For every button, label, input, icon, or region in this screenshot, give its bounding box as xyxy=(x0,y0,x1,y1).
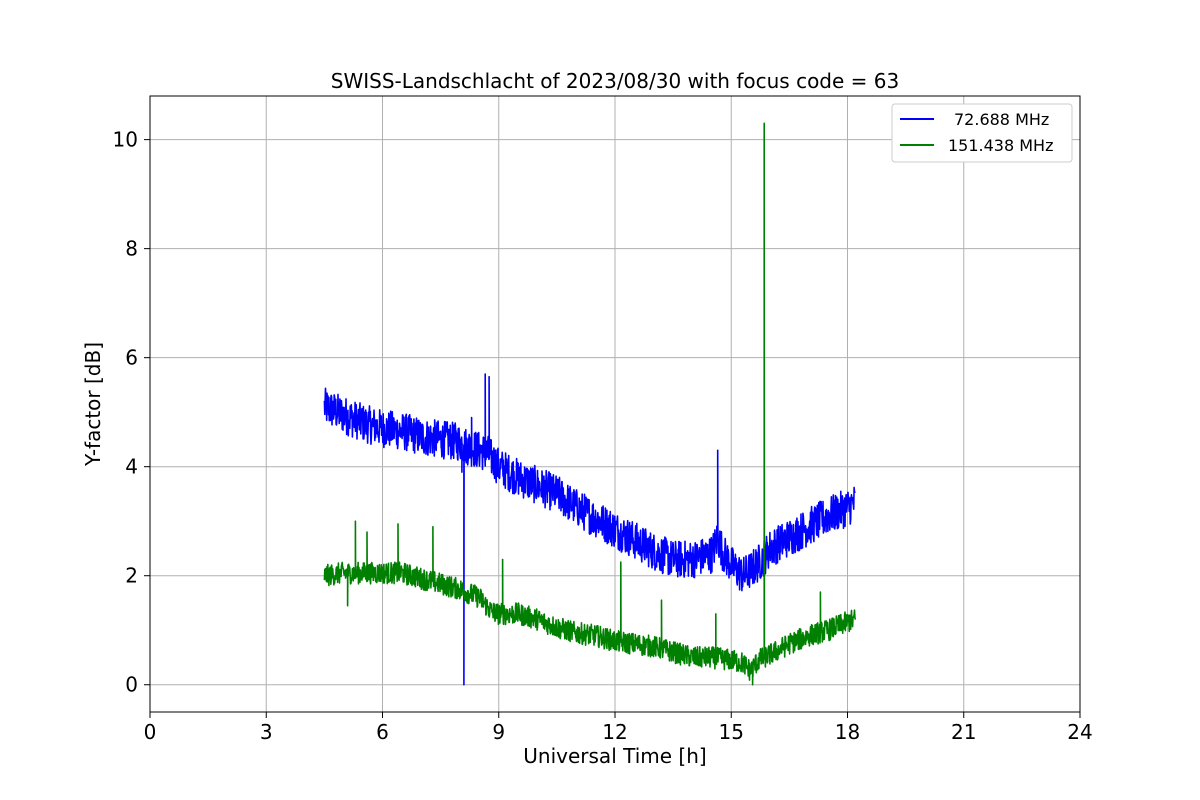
x-tick-label: 3 xyxy=(260,720,273,744)
x-tick-label: 9 xyxy=(492,720,505,744)
legend-box xyxy=(891,103,1073,163)
series-line-72mhz xyxy=(323,373,856,686)
y-tick-label: 2 xyxy=(125,564,138,588)
x-tick-label: 18 xyxy=(835,720,860,744)
x-axis-label: Universal Time [h] xyxy=(523,744,706,768)
x-tick-label: 24 xyxy=(1067,720,1092,744)
series-layer xyxy=(323,122,857,686)
y-tick-label: 4 xyxy=(125,455,138,479)
series-line-151mhz xyxy=(323,122,857,686)
x-tick-label: 15 xyxy=(719,720,744,744)
x-tick-label: 0 xyxy=(144,720,157,744)
x-tick-label: 6 xyxy=(376,720,389,744)
x-axis-ticks: 0 3 6 9 12 15 18 21 24 xyxy=(144,712,1093,744)
x-tick-label: 21 xyxy=(951,720,976,744)
plot-area xyxy=(323,122,857,686)
y-tick-label: 6 xyxy=(125,346,138,370)
y-axis-label: Y-factor [dB] xyxy=(81,342,105,467)
legend-label-72mhz: 72.688 MHz xyxy=(954,110,1049,129)
y-tick-label: 0 xyxy=(125,673,138,697)
legend-label-151mhz: 151.438 MHz xyxy=(948,136,1053,155)
legend: 72.688 MHz 151.438 MHz xyxy=(891,103,1073,163)
y-tick-label: 10 xyxy=(113,128,138,152)
chart-title: SWISS-Landschlacht of 2023/08/30 with fo… xyxy=(331,69,899,93)
y-tick-label: 8 xyxy=(125,237,138,261)
y-axis-ticks: 0 2 4 6 8 10 xyxy=(113,128,150,697)
x-tick-label: 12 xyxy=(602,720,627,744)
